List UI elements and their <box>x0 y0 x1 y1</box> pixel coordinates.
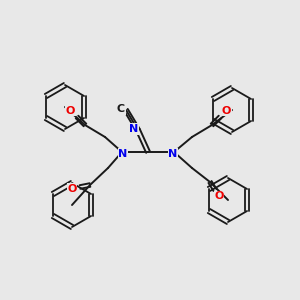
Text: O: O <box>214 191 224 201</box>
Text: O: O <box>222 106 231 116</box>
Text: C: C <box>117 104 125 114</box>
Text: N: N <box>168 149 178 159</box>
Text: N: N <box>118 149 127 159</box>
Text: N: N <box>129 124 139 134</box>
Text: O: O <box>67 184 77 194</box>
Text: O: O <box>66 106 75 116</box>
